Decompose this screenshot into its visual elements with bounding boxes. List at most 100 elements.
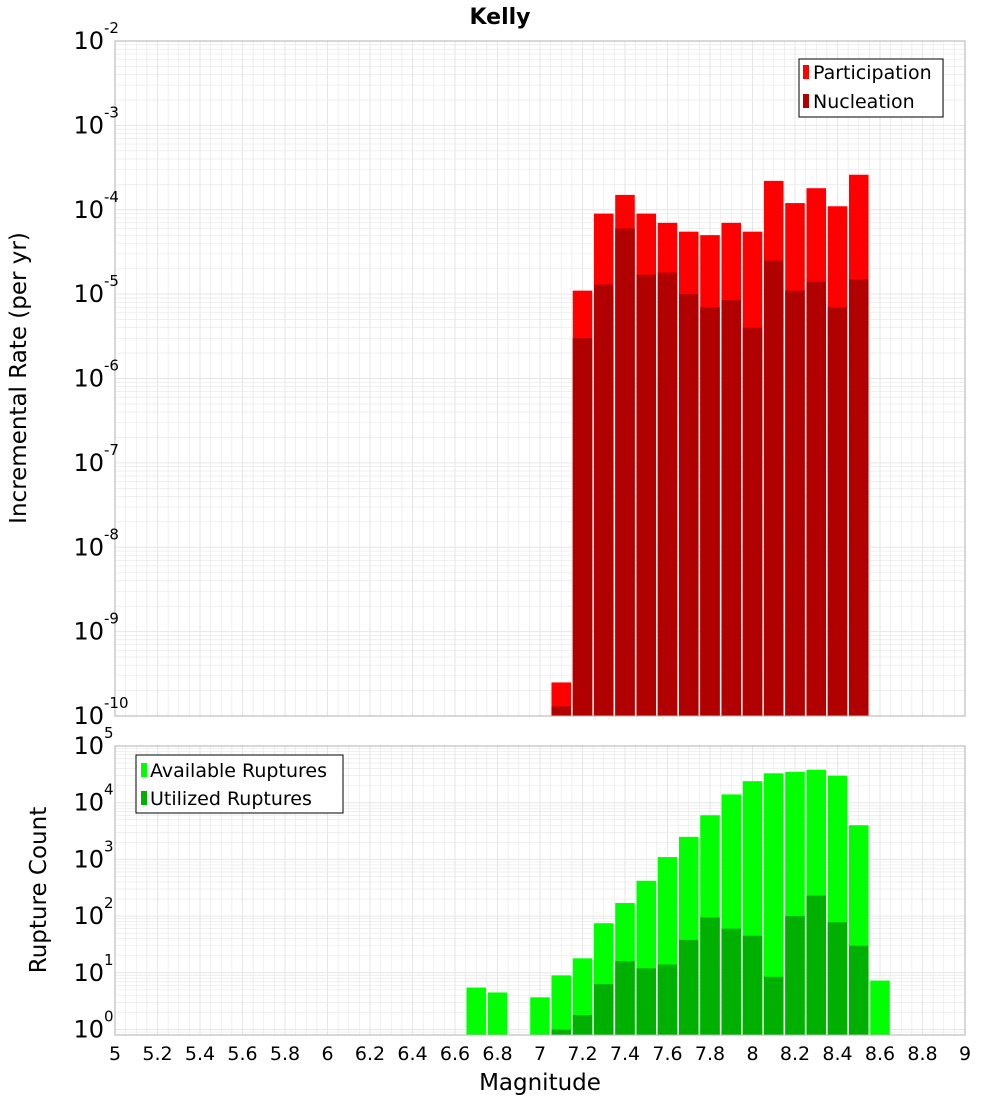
bottom-y-tick-label: 10 bbox=[73, 902, 104, 930]
top-bar-series2 bbox=[593, 284, 614, 716]
top-bar-series2 bbox=[806, 281, 827, 716]
top-y-tick-exponent: -10 bbox=[104, 694, 129, 712]
top-y-tick-exponent: -4 bbox=[104, 188, 119, 206]
top-y-tick-exponent: -7 bbox=[104, 441, 119, 459]
x-tick-label: 6 bbox=[321, 1043, 333, 1065]
bottom-y-tick-exponent: 5 bbox=[104, 724, 114, 742]
legend-label-nucleation: Nucleation bbox=[813, 91, 915, 113]
top-y-tick-exponent: -5 bbox=[104, 272, 119, 290]
bottom-legend: Available Ruptures Utilized Ruptures bbox=[135, 754, 344, 814]
bottom-y-tick-exponent: 1 bbox=[104, 951, 114, 969]
bottom-bar-series2 bbox=[678, 939, 699, 1035]
top-y-tick-exponent: -6 bbox=[104, 357, 119, 375]
legend-swatch-utilized bbox=[141, 791, 147, 805]
top-y-tick-label: 10 bbox=[73, 533, 104, 561]
bottom-y-tick-label: 10 bbox=[73, 1016, 104, 1044]
bottom-y-tick-label: 10 bbox=[73, 732, 104, 760]
bottom-y-tick-exponent: 2 bbox=[104, 894, 114, 912]
top-y-tick-label: 10 bbox=[73, 111, 104, 139]
legend-swatch-nucleation bbox=[803, 94, 809, 108]
bottom-y-tick-label: 10 bbox=[73, 845, 104, 873]
top-bar-series2 bbox=[763, 260, 784, 716]
bottom-bar-series1 bbox=[466, 987, 487, 1035]
x-tick-label: 5.4 bbox=[185, 1043, 215, 1065]
top-y-tick-exponent: -3 bbox=[104, 103, 119, 121]
bottom-plot-frame bbox=[114, 745, 966, 1036]
x-tick-label: 7 bbox=[534, 1043, 546, 1065]
bottom-bar-series2 bbox=[721, 928, 742, 1035]
bottom-y-tick-exponent: 0 bbox=[104, 1008, 114, 1026]
x-axis-label: Magnitude bbox=[479, 1070, 601, 1096]
x-tick-label: 5.2 bbox=[142, 1043, 172, 1065]
legend-swatch-participation bbox=[803, 65, 809, 79]
x-tick-label: 5.8 bbox=[270, 1043, 300, 1065]
x-tick-label: 8.4 bbox=[822, 1043, 852, 1065]
bottom-bar-series2 bbox=[572, 1015, 593, 1035]
bottom-bar-series2 bbox=[806, 895, 827, 1035]
top-bar-series2 bbox=[678, 294, 699, 716]
top-bar-series2 bbox=[615, 228, 635, 716]
legend-label-participation: Participation bbox=[813, 62, 932, 84]
x-tick-label: 8.6 bbox=[865, 1043, 895, 1065]
top-y-axis-label: Incremental Rate (per yr) bbox=[6, 232, 32, 524]
top-bar-series2 bbox=[551, 706, 572, 716]
top-y-tick-label: 10 bbox=[73, 365, 104, 393]
bottom-bar-series1 bbox=[530, 997, 550, 1035]
top-y-tick-label: 10 bbox=[73, 280, 104, 308]
bottom-bar-series1 bbox=[763, 773, 784, 1035]
x-tick-label: 5.6 bbox=[227, 1043, 257, 1065]
legend-label-available: Available Ruptures bbox=[150, 760, 327, 782]
top-bars bbox=[551, 174, 869, 717]
top-y-tick-label: 10 bbox=[73, 618, 104, 646]
x-tick-label: 7.2 bbox=[567, 1043, 597, 1065]
x-tick-label: 6.6 bbox=[440, 1043, 470, 1065]
bottom-bar-series2 bbox=[742, 935, 763, 1035]
legend-label-utilized: Utilized Ruptures bbox=[150, 788, 312, 810]
bottom-bar-series2 bbox=[551, 1029, 572, 1035]
x-tick-label: 8.8 bbox=[907, 1043, 937, 1065]
x-tick-label: 6.2 bbox=[355, 1043, 385, 1065]
bottom-bar-series2 bbox=[700, 917, 720, 1035]
top-y-tick-exponent: -9 bbox=[104, 610, 119, 628]
x-tick-labels: 5 5.2 5.4 5.6 5.8 6 6.2 6.4 6.6 6.8 7 7.2 7.4 7.6 7.8 8… bbox=[109, 1043, 971, 1065]
legend-swatch-available bbox=[141, 763, 147, 777]
bottom-bar-series2 bbox=[636, 968, 657, 1035]
bottom-bar-series2 bbox=[827, 922, 848, 1035]
top-y-tick-label: 10 bbox=[73, 702, 104, 730]
top-y-tick-exponent: -8 bbox=[104, 525, 119, 543]
top-bar-series2 bbox=[636, 274, 657, 716]
x-tick-label: 6.8 bbox=[482, 1043, 512, 1065]
top-bar-series2 bbox=[848, 279, 869, 716]
x-tick-label: 7.8 bbox=[695, 1043, 725, 1065]
bottom-bar-series1 bbox=[487, 992, 508, 1035]
bottom-bar-series2 bbox=[785, 916, 805, 1035]
top-bar-series2 bbox=[700, 307, 720, 716]
top-legend: Participation Nucleation bbox=[798, 58, 944, 118]
x-tick-label: 8.2 bbox=[780, 1043, 810, 1065]
top-bar-series2 bbox=[721, 300, 742, 716]
top-y-tick-exponent: -2 bbox=[104, 19, 119, 37]
top-bar-series2 bbox=[572, 338, 593, 716]
bottom-y-tick-label: 10 bbox=[73, 789, 104, 817]
bottom-bar-series2 bbox=[615, 961, 635, 1035]
bottom-y-tick-exponent: 4 bbox=[104, 781, 114, 799]
bottom-legend-box bbox=[135, 754, 344, 814]
x-tick-label: 5 bbox=[109, 1043, 121, 1065]
bottom-bars bbox=[466, 769, 890, 1035]
bottom-bar-series1 bbox=[551, 975, 572, 1035]
bottom-bar-series2 bbox=[593, 984, 614, 1035]
top-y-tick-label: 10 bbox=[73, 196, 104, 224]
top-legend-box bbox=[798, 58, 944, 118]
x-tick-label: 9 bbox=[959, 1043, 971, 1065]
top-bar-series2 bbox=[785, 290, 805, 716]
x-tick-label: 7.6 bbox=[652, 1043, 682, 1065]
bottom-y-tick-label: 10 bbox=[73, 959, 104, 987]
x-tick-label: 6.4 bbox=[397, 1043, 427, 1065]
x-tick-label: 8 bbox=[746, 1043, 758, 1065]
